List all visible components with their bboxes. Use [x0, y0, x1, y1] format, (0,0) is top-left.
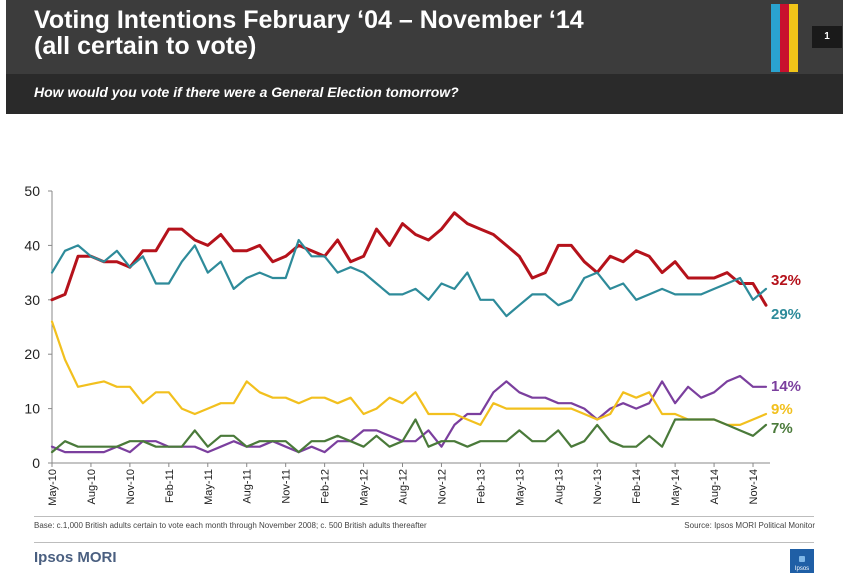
series-line-ld	[50, 320, 768, 426]
subtitle-bar	[6, 74, 843, 114]
x-tick-label: Aug-11	[242, 469, 254, 504]
source-note: Source: Ipsos MORI Political Monitor	[684, 521, 815, 530]
x-tick-label: Nov-10	[125, 469, 137, 504]
y-tick-label: 50	[24, 183, 40, 199]
x-tick-label: Nov-13	[592, 469, 604, 504]
end-label-green: 7%	[771, 420, 793, 437]
y-tick-label: 10	[24, 401, 40, 417]
x-tick-label: Nov-11	[281, 469, 293, 504]
x-tick-label: Aug-12	[398, 469, 410, 504]
slide-title: Voting Intentions February ‘04 – Novembe…	[34, 7, 584, 59]
x-tick-label: Nov-12	[436, 469, 448, 504]
x-tick-label: May-13	[514, 469, 526, 506]
footer-divider-top	[34, 516, 814, 517]
series-line-lab	[50, 238, 768, 318]
end-label-con: 32%	[771, 272, 801, 289]
title-bar	[6, 0, 843, 74]
logo-dot	[799, 556, 805, 562]
base-note: Base: c.1,000 British adults certain to …	[34, 521, 427, 530]
title-line-2: (all certain to vote)	[34, 32, 257, 60]
series-line-con	[50, 211, 768, 307]
x-tick-label: Aug-10	[86, 469, 98, 504]
end-label-ld: 9%	[771, 401, 793, 418]
x-tick-label: Feb-13	[475, 469, 487, 504]
slide-subtitle: How would you vote if there were a Gener…	[34, 84, 459, 100]
x-tick-label: Aug-13	[553, 469, 565, 504]
ipsos-mori-wordmark: Ipsos MORI	[34, 549, 117, 566]
x-tick-label: Feb-14	[631, 469, 643, 504]
footer-divider-bottom	[34, 542, 814, 543]
x-tick-label: May-10	[47, 469, 59, 506]
end-label-lab: 29%	[771, 306, 801, 323]
stripe-blue	[771, 4, 780, 72]
stripe-yellow	[789, 4, 798, 72]
page-number: 1	[812, 26, 842, 48]
x-tick-label: May-14	[670, 469, 682, 506]
y-tick-label: 20	[24, 346, 40, 362]
title-line-1: Voting Intentions February ‘04 – Novembe…	[34, 6, 584, 34]
x-tick-label: May-12	[359, 469, 371, 506]
stripe-red	[780, 4, 789, 72]
logo-text: Ipsos	[794, 566, 810, 572]
series-line-ukip	[50, 374, 768, 454]
y-tick-label: 30	[24, 292, 40, 308]
series-line-green	[50, 418, 768, 454]
x-tick-label: May-11	[203, 469, 215, 505]
x-tick-label: Feb-12	[320, 469, 332, 504]
voting-intentions-chart: 0 10 20 30 40 50 May-10 Aug-10 Nov-10 Feb-11 May-1…	[24, 183, 801, 506]
y-tick-label: 40	[24, 237, 40, 253]
x-tick-label: Aug-14	[709, 469, 721, 504]
brand-stripes	[771, 4, 798, 72]
x-tick-label: Feb-11	[164, 469, 176, 503]
y-tick-label: 0	[32, 455, 40, 471]
ipsos-logo-icon: Ipsos	[790, 549, 814, 573]
x-tick-label: Nov-14	[748, 469, 760, 504]
end-label-ukip: 14%	[771, 378, 801, 395]
